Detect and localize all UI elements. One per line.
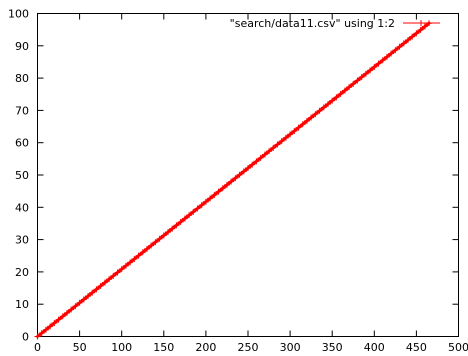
y-tick-label: 70 [15,104,29,117]
series-line [36,21,431,338]
y-tick-label: 50 [15,169,29,182]
y-tick-label: 60 [15,137,29,150]
y-tick-labels: 0 10 20 30 40 50 60 70 80 90 100 [8,8,29,344]
legend-label: "search/data11.csv" using 1:2 [230,17,395,30]
y-tick-label: 0 [22,331,29,344]
x-tick-label: 150 [153,341,174,354]
y-tick-label: 80 [15,72,29,85]
x-tick-label: 500 [448,341,468,354]
x-tick-label: 50 [73,341,87,354]
y-tick-label: 40 [15,201,29,214]
x-tick-labels: 0 50 100 150 200 250 300 350 400 450 500 [34,341,468,354]
x-tick-label: 350 [322,341,343,354]
data-series [34,20,433,340]
y-tick-label: 30 [15,234,29,247]
y-tick-label: 10 [15,298,29,311]
x-tick-label: 400 [364,341,385,354]
y-tick-label: 90 [15,40,29,53]
legend: "search/data11.csv" using 1:2 [230,17,440,30]
x-tick-label: 0 [34,341,41,354]
x-tick-label: 250 [238,341,259,354]
y-tick-label: 20 [15,266,29,279]
x-tick-label: 100 [111,341,132,354]
y-tick-label: 100 [8,8,29,21]
x-tick-label: 450 [406,341,427,354]
x-tick-label: 300 [280,341,301,354]
axis-ticks [37,13,459,337]
x-tick-label: 200 [195,341,216,354]
